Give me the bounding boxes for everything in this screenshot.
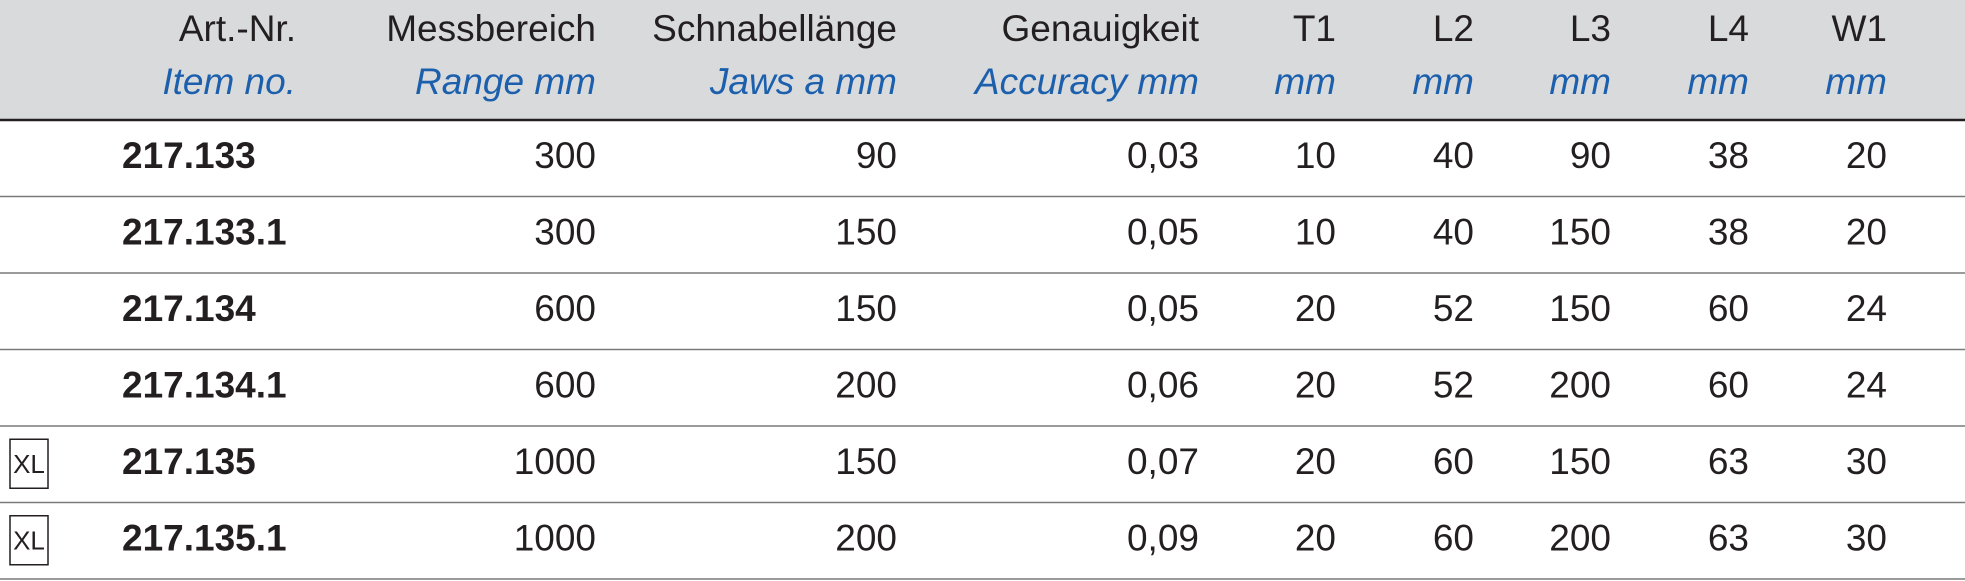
cell: 24 xyxy=(1846,365,1887,406)
cell: 300 xyxy=(534,135,596,176)
cell: 600 xyxy=(534,288,596,329)
cell: 20 xyxy=(1846,212,1887,253)
cell: 20 xyxy=(1295,365,1336,406)
marker-box xyxy=(9,515,49,566)
header-background xyxy=(0,0,1965,120)
cell: 90 xyxy=(856,135,897,176)
cell: 63 xyxy=(1708,441,1749,482)
item-number: 217.135.1 xyxy=(122,518,287,559)
cell: 38 xyxy=(1708,212,1749,253)
cell: 60 xyxy=(1708,288,1749,329)
column-subheader: mm xyxy=(1274,61,1336,102)
cell: 52 xyxy=(1433,288,1474,329)
cell: 150 xyxy=(835,288,897,329)
cell: 200 xyxy=(1549,518,1611,559)
cell: 24 xyxy=(1846,288,1887,329)
column-header: L4 xyxy=(1708,8,1749,49)
cell: 200 xyxy=(1549,365,1611,406)
cell: 0,05 xyxy=(1127,212,1199,253)
cell: 20 xyxy=(1295,518,1336,559)
cell: 40 xyxy=(1433,135,1474,176)
cell: 0,03 xyxy=(1127,135,1199,176)
cell: 60 xyxy=(1433,518,1474,559)
item-number: 217.133 xyxy=(122,135,256,176)
cell: 1000 xyxy=(514,518,596,559)
column-subheader: Accuracy mm xyxy=(973,61,1199,102)
cell: 20 xyxy=(1295,288,1336,329)
cell: 63 xyxy=(1708,518,1749,559)
cell: 0,06 xyxy=(1127,365,1199,406)
column-subheader: Range mm xyxy=(415,61,596,102)
item-number: 217.134 xyxy=(122,288,256,329)
column-subheader: mm xyxy=(1687,61,1749,102)
marker: XL xyxy=(13,449,45,479)
item-number: 217.133.1 xyxy=(122,212,287,253)
cell: 200 xyxy=(835,365,897,406)
column-subheader: Item no. xyxy=(162,61,296,102)
column-subheader: mm xyxy=(1825,61,1887,102)
column-subheader: mm xyxy=(1549,61,1611,102)
column-subheader: mm xyxy=(1412,61,1474,102)
cell: 150 xyxy=(1549,212,1611,253)
cell: 60 xyxy=(1433,441,1474,482)
cell: 30 xyxy=(1846,518,1887,559)
cell: 20 xyxy=(1295,441,1336,482)
item-number: 217.135 xyxy=(122,441,256,482)
cell: 52 xyxy=(1433,365,1474,406)
cell: 10 xyxy=(1295,212,1336,253)
cell: 0,05 xyxy=(1127,288,1199,329)
cell: 1000 xyxy=(514,441,596,482)
cell: 38 xyxy=(1708,135,1749,176)
cell: 150 xyxy=(1549,288,1611,329)
cell: 90 xyxy=(1570,135,1611,176)
column-header: Schnabellänge xyxy=(652,8,897,49)
cell: 600 xyxy=(534,365,596,406)
cell: 150 xyxy=(835,212,897,253)
column-header: T1 xyxy=(1293,8,1336,49)
column-header: Messbereich xyxy=(386,8,596,49)
column-header: L2 xyxy=(1433,8,1474,49)
cell: 30 xyxy=(1846,441,1887,482)
marker-box xyxy=(9,438,49,489)
cell: 150 xyxy=(835,441,897,482)
column-header: Art.-Nr. xyxy=(179,8,296,49)
column-header: L3 xyxy=(1570,8,1611,49)
marker: XL xyxy=(13,526,45,556)
item-number: 217.134.1 xyxy=(122,365,287,406)
column-subheader: Jaws a mm xyxy=(709,61,897,102)
cell: 10 xyxy=(1295,135,1336,176)
cell: 20 xyxy=(1846,135,1887,176)
cell: 200 xyxy=(835,518,897,559)
cell: 60 xyxy=(1708,365,1749,406)
cell: 300 xyxy=(534,212,596,253)
cell: 0,07 xyxy=(1127,441,1199,482)
cell: 0,09 xyxy=(1127,518,1199,559)
cell: 150 xyxy=(1549,441,1611,482)
column-header: Genauigkeit xyxy=(1002,8,1200,49)
column-header: W1 xyxy=(1832,8,1888,49)
cell: 40 xyxy=(1433,212,1474,253)
